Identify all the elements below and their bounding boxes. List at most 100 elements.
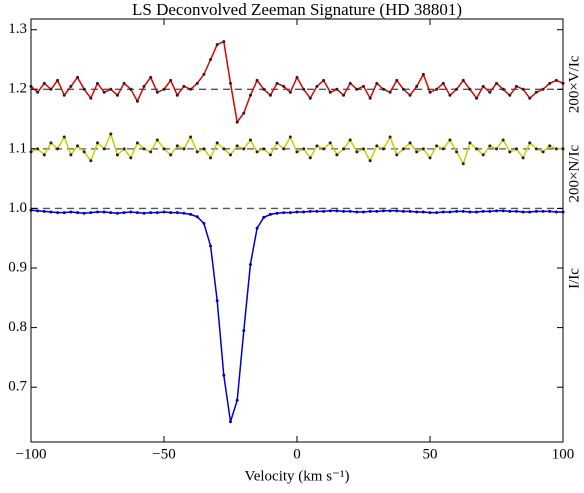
data-point (268, 212, 272, 216)
data-point (481, 209, 485, 213)
x-axis-label: Velocity (km s⁻¹) (245, 468, 350, 484)
data-point (548, 144, 552, 148)
data-point (435, 87, 439, 91)
data-point (215, 43, 219, 47)
data-point (62, 93, 66, 97)
data-point (468, 87, 472, 91)
data-point (514, 84, 518, 88)
data-point (435, 144, 439, 148)
data-point (342, 209, 346, 213)
data-point (49, 210, 53, 214)
data-point (514, 147, 518, 151)
data-point (155, 90, 159, 94)
data-point (322, 209, 326, 213)
data-point (401, 209, 405, 213)
data-point (175, 144, 179, 148)
data-point (495, 147, 498, 151)
data-point (401, 87, 405, 91)
data-point (82, 211, 86, 215)
data-point (488, 144, 492, 148)
data-point (222, 147, 226, 151)
data-point (195, 215, 199, 219)
data-point (554, 78, 558, 82)
data-point (182, 147, 186, 151)
data-point (428, 211, 432, 215)
data-point (96, 81, 99, 85)
data-point (235, 120, 239, 124)
data-point (102, 147, 106, 151)
data-point (262, 147, 266, 151)
data-point (315, 84, 319, 88)
data-point (195, 150, 199, 154)
data-point (428, 90, 432, 94)
data-point (69, 210, 73, 214)
data-point (76, 75, 80, 79)
data-point (368, 159, 372, 163)
data-point (541, 209, 545, 213)
data-point (441, 210, 445, 214)
data-point (209, 244, 213, 248)
data-point (461, 209, 465, 213)
data-point (209, 156, 213, 160)
data-point (268, 153, 272, 157)
right-axis-label: 200×N/Ic (566, 145, 582, 203)
data-point (488, 209, 492, 213)
x-tick-label: −100 (16, 446, 47, 462)
data-point (62, 211, 66, 215)
data-point (262, 87, 266, 91)
data-point (388, 209, 392, 213)
data-point (388, 90, 392, 94)
data-point (528, 96, 532, 100)
data-point (335, 209, 339, 213)
data-point (362, 210, 365, 214)
data-point (355, 150, 359, 154)
data-point (202, 72, 206, 76)
data-point (355, 210, 359, 214)
data-point (501, 87, 505, 91)
data-point (129, 210, 133, 214)
y-tick-label: 1.3 (8, 21, 27, 37)
data-point (395, 209, 399, 213)
data-point (255, 226, 259, 230)
data-point (229, 420, 232, 424)
data-point (135, 141, 139, 145)
data-point (441, 81, 445, 85)
data-point (36, 90, 40, 94)
chart-title: LS Deconvolved Zeeman Signature (HD 3880… (132, 0, 462, 19)
data-point (342, 93, 346, 97)
data-point (89, 159, 93, 163)
data-point (115, 93, 119, 97)
data-point (162, 87, 166, 91)
data-point (368, 96, 372, 100)
data-point (408, 209, 412, 213)
data-point (435, 211, 439, 215)
data-point (262, 215, 266, 219)
data-point (222, 373, 226, 377)
data-point (255, 150, 259, 154)
data-point (302, 87, 306, 91)
data-point (421, 72, 425, 76)
data-point (381, 87, 385, 91)
data-point (501, 209, 505, 213)
x-tick-label: 100 (552, 446, 575, 462)
data-point (69, 153, 73, 157)
data-point (89, 211, 93, 215)
data-point (448, 138, 452, 142)
data-point (534, 90, 538, 94)
data-point (268, 93, 272, 97)
data-point (135, 99, 139, 103)
data-point (302, 147, 306, 151)
data-point (508, 209, 512, 213)
data-point (155, 138, 159, 142)
data-point (162, 210, 166, 214)
data-point (534, 209, 538, 213)
data-point (155, 211, 159, 215)
data-point (56, 211, 60, 215)
data-point (368, 209, 372, 213)
data-point (96, 210, 99, 214)
data-point (142, 147, 146, 151)
data-point (348, 138, 352, 142)
data-point (521, 87, 525, 91)
data-point (508, 93, 512, 97)
data-point (129, 87, 133, 91)
